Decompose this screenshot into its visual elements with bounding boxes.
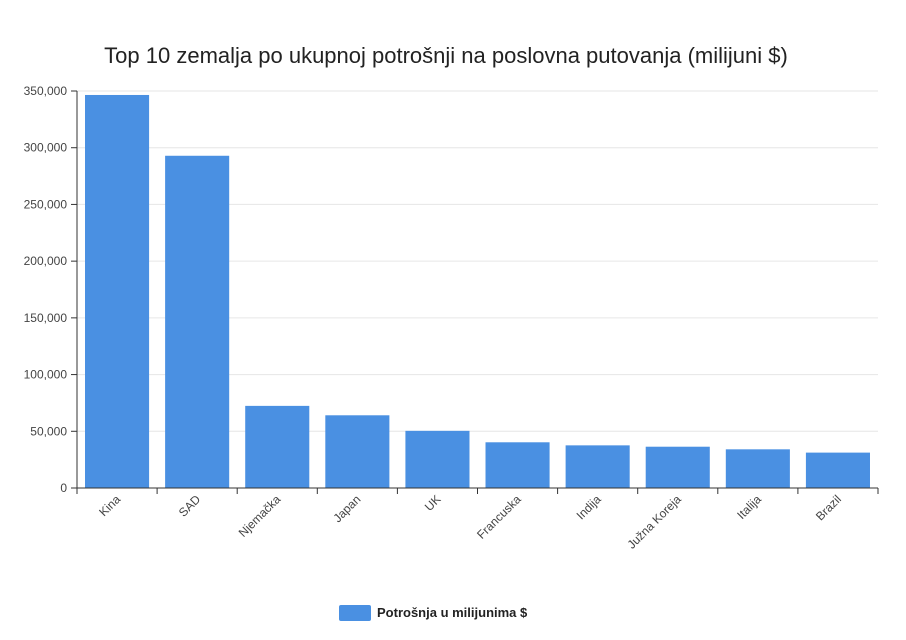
- x-tick-label: Japan: [330, 492, 363, 525]
- y-tick-label: 200,000: [24, 254, 68, 268]
- bar-južna-koreja[interactable]: [645, 446, 710, 488]
- y-tick-label: 350,000: [24, 84, 68, 98]
- legend[interactable]: Potrošnja u milijunima $: [339, 605, 528, 621]
- bars: [85, 94, 870, 489]
- bar-kina[interactable]: [85, 94, 150, 488]
- x-tick-label: SAD: [176, 492, 204, 520]
- bar-brazil[interactable]: [805, 452, 870, 488]
- y-tick-label: 0: [60, 481, 67, 495]
- legend-swatch[interactable]: [339, 605, 371, 621]
- x-tick-label: UK: [422, 492, 444, 514]
- y-tick-label: 250,000: [24, 197, 68, 211]
- y-tick-label: 300,000: [24, 141, 68, 155]
- chart-title: Top 10 zemalja po ukupnoj potrošnji na p…: [104, 43, 788, 68]
- bar-njemačka[interactable]: [245, 405, 310, 488]
- x-tick-label: Kina: [96, 492, 123, 519]
- x-tick-label: Brazil: [813, 492, 844, 523]
- bar-indija[interactable]: [565, 445, 630, 488]
- bar-italija[interactable]: [725, 449, 790, 488]
- y-tick-label: 100,000: [24, 368, 68, 382]
- x-tick-label: Italija: [734, 492, 764, 522]
- bar-sad[interactable]: [165, 155, 230, 489]
- bar-francuska[interactable]: [485, 442, 550, 488]
- y-tick-label: 150,000: [24, 311, 68, 325]
- bar-uk[interactable]: [405, 430, 470, 488]
- legend-label[interactable]: Potrošnja u milijunima $: [377, 605, 528, 620]
- x-tick-label: Njemačka: [236, 492, 284, 540]
- x-tick-label: Francuska: [474, 492, 524, 542]
- x-tick-label: Južna Koreja: [624, 492, 684, 552]
- x-tick-label: Indija: [574, 492, 604, 522]
- y-tick-label: 50,000: [30, 424, 67, 438]
- bar-japan[interactable]: [325, 415, 390, 488]
